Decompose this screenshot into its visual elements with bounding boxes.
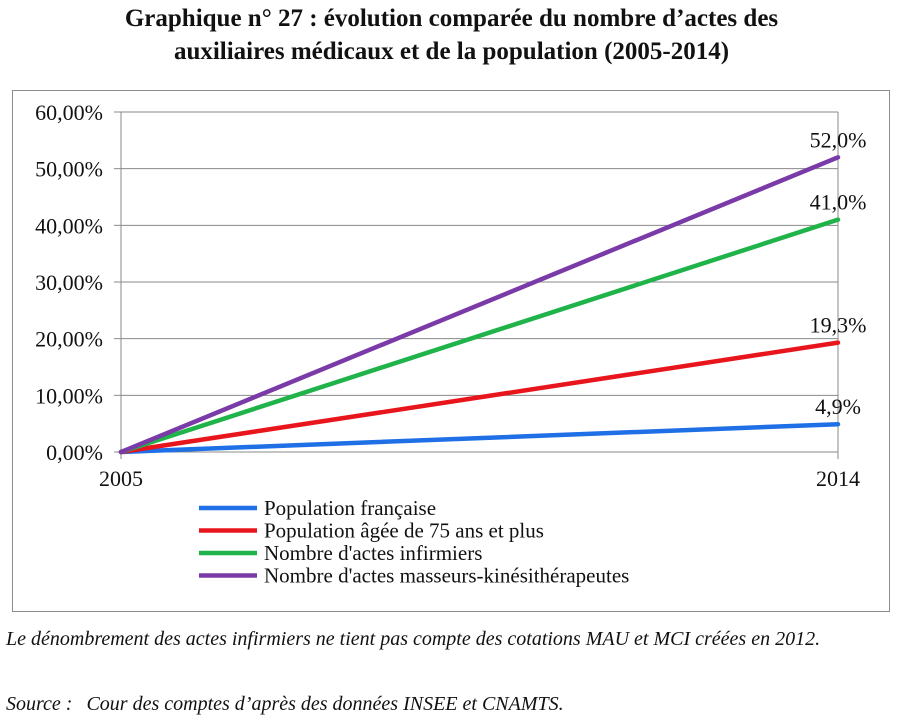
chart-title-line-2: auxiliaires médicaux et de la population… [173,38,730,65]
data-label-2: 19,3% [810,313,867,338]
series-line-2 [118,340,841,455]
footnote: Le dénombrement des actes infirmiers ne … [6,628,821,650]
chart-frame [12,90,890,612]
y-tick-label: 20,00% [35,327,103,352]
series-line-3 [118,217,841,455]
y-tick-label: 40,00% [35,213,103,238]
y-tick-label: 10,00% [35,383,103,408]
x-tick-label: 2014 [816,466,860,491]
legend-label-1: Population française [264,496,436,520]
source-text: Cour des comptes d’après des données INS… [86,693,564,715]
source-line: Source : Cour des comptes d’après des don… [6,691,564,718]
chart-title-line-1: Graphique n° 27 : évolution comparée du … [124,5,779,32]
data-label-1: 4,9% [815,394,861,419]
series-line-4 [118,155,841,455]
line-chart: 0,00% 10,00% 20,00% 30,00% 40,00% 50,00% 60,00… [35,100,867,588]
legend-label-3: Nombre d'actes infirmiers [264,541,482,565]
y-tick-label: 50,00% [35,157,103,182]
data-label-4: 52,0% [810,127,867,152]
y-tick-label: 60,00% [35,100,103,125]
y-tick-label: 0,00% [46,440,103,465]
source-label: Source : [6,693,73,715]
legend-label-4: Nombre d'actes masseurs-kinésithérapeute… [264,564,629,588]
y-tick-label: 30,00% [35,270,103,295]
x-tick-label: 2005 [99,466,143,491]
legend-label-2: Population âgée de 75 ans et plus [264,519,544,543]
series-line-1 [118,421,841,455]
chart-title: Graphique n° 27 : évolution comparée du … [0,2,903,68]
data-label-3: 41,0% [810,190,867,215]
